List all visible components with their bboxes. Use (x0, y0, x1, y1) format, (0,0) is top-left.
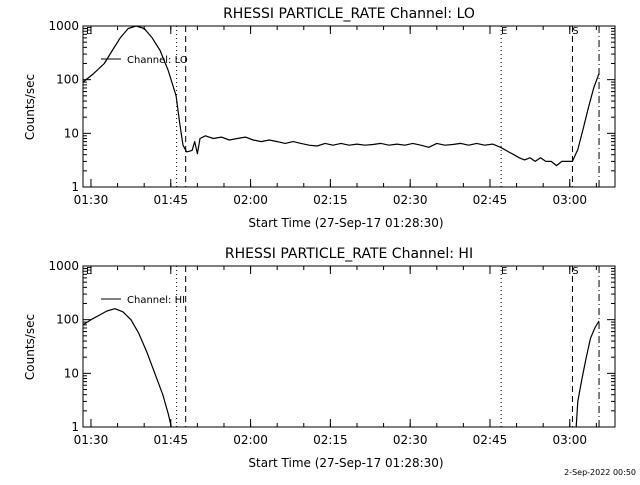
y-tick-label: 1 (71, 420, 79, 434)
x-tick-label: 01:45 (153, 193, 188, 207)
plot-frame (82, 265, 616, 428)
panel-lo: RHESSI PARTICLE_RATE Channel: LO Counts/… (23, 6, 616, 230)
axis-ticks: 01:30 01:45 02:00 02:15 02:30 02:45 03:00 1 10 10… (48, 259, 615, 447)
y-tick-label: 100 (56, 313, 79, 327)
x-axis-label: Start Time (27-Sep-17 01:28:30) (248, 216, 443, 230)
timestamp-stamp: 2-Sep-2022 00:50 (564, 468, 636, 477)
legend-label: Channel: LO (127, 55, 188, 66)
time-marker-label: S (572, 26, 578, 37)
y-tick-label: 1000 (48, 259, 79, 273)
data-series (82, 25, 600, 167)
x-tick-label: 02:15 (313, 433, 348, 447)
y-axis-label: Counts/sec (23, 74, 37, 140)
x-tick-label: 02:30 (393, 433, 428, 447)
time-marker-label: E (501, 266, 507, 277)
data-series (82, 308, 600, 428)
x-tick-label: 02:00 (233, 433, 268, 447)
x-tick-label: 01:30 (74, 193, 109, 207)
x-tick-label: 02:45 (473, 193, 508, 207)
x-tick-label: 03:00 (552, 193, 587, 207)
x-tick-label: 02:45 (473, 433, 508, 447)
time-marker-label: E (86, 266, 92, 277)
plot-frame (82, 25, 616, 188)
y-tick-label: 1000 (48, 19, 79, 33)
chart-title: RHESSI PARTICLE_RATE Channel: HI (225, 246, 473, 262)
legend-label: Channel: HI (127, 295, 185, 306)
y-tick-label: 100 (56, 73, 79, 87)
x-tick-label: 02:15 (313, 193, 348, 207)
x-tick-label: 03:00 (552, 433, 587, 447)
time-marker-label: S (572, 266, 578, 277)
series-line (575, 320, 600, 428)
y-tick-label: 10 (64, 126, 79, 140)
y-axis-label: Counts/sec (23, 314, 37, 380)
series-line (82, 25, 600, 167)
series-line (82, 308, 172, 428)
time-marker-label: E (501, 26, 507, 37)
x-tick-label: 02:00 (233, 193, 268, 207)
chart-title: RHESSI PARTICLE_RATE Channel: LO (223, 6, 475, 22)
panel-hi: RHESSI PARTICLE_RATE Channel: HI Counts/… (23, 246, 616, 470)
x-tick-label: 02:30 (393, 193, 428, 207)
y-tick-label: 1 (71, 180, 79, 194)
x-axis-label: Start Time (27-Sep-17 01:28:30) (248, 456, 443, 470)
x-tick-label: 01:45 (153, 433, 188, 447)
time-marker-label: E (86, 26, 92, 37)
axis-ticks: 01:30 01:45 02:00 02:15 02:30 02:45 03:00 1 10 10… (48, 19, 615, 207)
y-tick-label: 10 (64, 366, 79, 380)
x-tick-label: 01:30 (74, 433, 109, 447)
